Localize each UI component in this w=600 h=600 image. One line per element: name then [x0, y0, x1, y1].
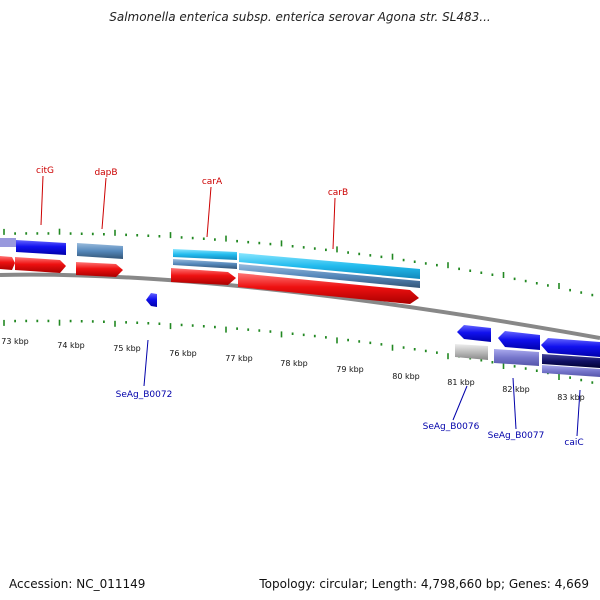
gene-arrow[interactable] [77, 243, 123, 259]
gene-arrow[interactable] [15, 257, 66, 273]
kbp-label: 83 kbp [557, 393, 585, 402]
kbp-label: 80 kbp [392, 372, 420, 381]
lower-tick-marks [3, 319, 594, 384]
gene-arrow[interactable] [238, 273, 419, 304]
kbp-label: 76 kbp [169, 349, 197, 358]
locus-label[interactable]: SeAg_B0072 [116, 390, 173, 400]
gene-label[interactable]: carB [328, 188, 348, 198]
kbp-label: 73 kbp [1, 337, 29, 346]
kbp-label: 75 kbp [113, 344, 141, 353]
gene-arrow[interactable] [173, 249, 237, 260]
gene-arrow[interactable] [494, 349, 539, 366]
accession-text: Accession: NC_011149 [9, 577, 146, 591]
gene-label[interactable]: carA [202, 177, 223, 187]
gene-arrow[interactable] [455, 344, 488, 360]
gene-label[interactable]: citG [36, 166, 54, 176]
gene-arrow[interactable] [542, 365, 600, 377]
kbp-label: 74 kbp [57, 341, 85, 350]
locus-label[interactable]: SeAg_B0076 [423, 422, 480, 432]
kbp-label: 81 kbp [447, 378, 475, 387]
kbp-label: 79 kbp [336, 365, 364, 374]
gene-arrow[interactable] [76, 262, 123, 277]
gene-arrow[interactable] [16, 240, 66, 255]
gene-arrow[interactable] [239, 253, 420, 279]
gene-arrow[interactable] [541, 338, 600, 357]
page-title: Salmonella enterica subsp. enterica sero… [109, 10, 491, 24]
gene-arrow[interactable] [171, 268, 236, 285]
callout-lines [40, 175, 581, 437]
topology-text: Topology: circular; Length: 4,798,660 bp… [259, 577, 589, 591]
upper-tick-marks [3, 228, 594, 297]
kbp-labels: 73 kbp 74 kbp 75 kbp 76 kbp 77 kbp 78 kb… [1, 337, 585, 402]
gene-label[interactable]: dapB [94, 168, 117, 178]
gene-arrow[interactable] [542, 354, 600, 368]
gene-arrow[interactable] [0, 238, 16, 247]
kbp-label: 78 kbp [280, 359, 308, 368]
gene-labels: citG dapB carA carB [36, 166, 348, 198]
gene-tracks [0, 238, 600, 377]
gene-arrow[interactable] [239, 264, 420, 288]
gene-arrow[interactable] [173, 259, 237, 269]
gene-labels-lower: caiC SeAg_B0072 SeAg_B0076 SeAg_B0077 [116, 390, 584, 448]
gene-arrow[interactable] [0, 256, 15, 270]
gene-label[interactable]: caiC [564, 438, 583, 448]
gene-arrow[interactable] [498, 331, 540, 350]
kbp-label: 77 kbp [225, 354, 253, 363]
gene-arrow[interactable] [146, 293, 157, 307]
locus-label[interactable]: SeAg_B0077 [488, 431, 545, 441]
kbp-label: 82 kbp [502, 385, 530, 394]
gene-arrow[interactable] [457, 325, 491, 342]
